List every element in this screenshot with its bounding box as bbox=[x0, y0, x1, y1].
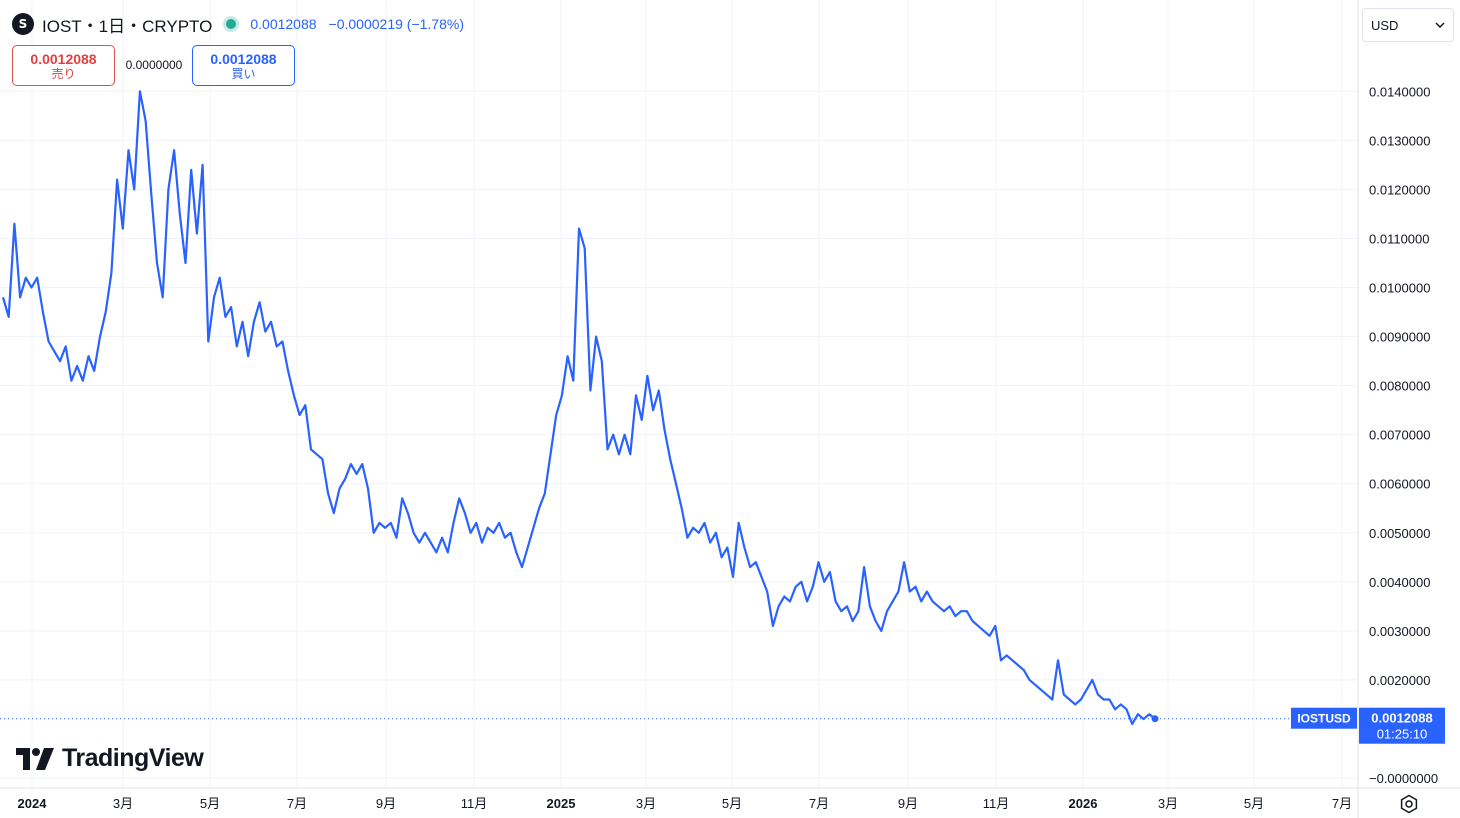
last-price-marker bbox=[1151, 715, 1159, 723]
symbol-title[interactable]: IOST・1日・CRYPTO bbox=[42, 16, 213, 36]
y-tick-label: 0.0060000 bbox=[1369, 477, 1430, 492]
y-tick-label: 0.0130000 bbox=[1369, 133, 1430, 148]
x-tick-label: 2024 bbox=[18, 796, 48, 811]
y-tick-label: 0.0030000 bbox=[1369, 624, 1430, 639]
y-tick-label: 0.0080000 bbox=[1369, 379, 1430, 394]
time-axis[interactable]: 2024 3月 5月 7月 9月 11月 2025 3月 5月 7月 9月 11月 2026 3月 5月 7月 bbox=[0, 787, 1460, 811]
tradingview-wordmark: TradingView bbox=[62, 744, 204, 772]
x-tick-label: 7月 bbox=[809, 796, 829, 811]
y-tick-label: 0.0140000 bbox=[1369, 84, 1430, 99]
sell-price: 0.0012088 bbox=[30, 50, 97, 67]
x-tick-label: 11月 bbox=[461, 796, 488, 811]
gear-icon[interactable] bbox=[1398, 793, 1420, 815]
x-tick-label: 11月 bbox=[983, 796, 1010, 811]
y-tick-label: 0.0070000 bbox=[1369, 428, 1430, 443]
symbol-tag-label: IOSTUSD bbox=[1297, 712, 1351, 726]
x-tick-label: 2026 bbox=[1069, 796, 1098, 811]
y-tick-label: −0.0000000 bbox=[1369, 771, 1438, 786]
x-tick-label: 5月 bbox=[722, 796, 742, 811]
y-tick-label: 0.0120000 bbox=[1369, 182, 1430, 197]
price-tag-value: 0.0012088 bbox=[1371, 711, 1432, 726]
price-axis[interactable]: 0.0140000 0.0130000 0.0120000 0.0110000 0.01… bbox=[1357, 0, 1438, 818]
y-tick-label: 0.0020000 bbox=[1369, 673, 1430, 688]
price-tag-countdown: 01:25:10 bbox=[1377, 727, 1428, 742]
tradingview-logo[interactable]: TradingView bbox=[16, 744, 204, 773]
x-tick-label: 5月 bbox=[200, 796, 220, 811]
y-tick-label: 0.0100000 bbox=[1369, 281, 1430, 296]
header-price-change: −0.0000219 (−1.78%) bbox=[328, 16, 464, 32]
x-tick-label: 2025 bbox=[547, 796, 576, 811]
y-tick-label: 0.0090000 bbox=[1369, 330, 1430, 345]
buy-label: 買い bbox=[231, 66, 256, 81]
x-tick-label: 9月 bbox=[376, 796, 396, 811]
chevron-down-icon bbox=[1435, 19, 1445, 31]
x-tick-label: 5月 bbox=[1244, 796, 1264, 811]
y-tick-label: 0.0050000 bbox=[1369, 526, 1430, 541]
x-tick-label: 9月 bbox=[898, 796, 918, 811]
header-last-price: 0.0012088 bbox=[250, 16, 317, 32]
y-tick-label: 0.0110000 bbox=[1369, 231, 1430, 246]
y-tick-label: 0.0040000 bbox=[1369, 575, 1430, 590]
buy-button[interactable]: 0.0012088 買い bbox=[192, 45, 295, 86]
x-tick-label: 3月 bbox=[1158, 796, 1178, 811]
market-status-icon[interactable] bbox=[226, 19, 237, 29]
sell-button[interactable]: 0.0012088 売り bbox=[12, 45, 115, 86]
price-tag-bg bbox=[1359, 707, 1445, 744]
x-tick-label: 7月 bbox=[1332, 796, 1352, 811]
currency-select[interactable]: USD bbox=[1362, 8, 1454, 42]
x-tick-label: 3月 bbox=[113, 796, 133, 811]
iost-logo-icon: S bbox=[12, 13, 34, 35]
x-tick-label: 3月 bbox=[636, 796, 656, 811]
buy-price: 0.0012088 bbox=[210, 50, 277, 67]
tradingview-mark-icon bbox=[16, 747, 54, 770]
symbol-tag-bg bbox=[1291, 707, 1357, 729]
sell-label: 売り bbox=[51, 66, 76, 81]
chart-grid bbox=[0, 0, 1358, 788]
currency-value: USD bbox=[1371, 17, 1399, 33]
spread-value: 0.0000000 bbox=[125, 58, 183, 72]
x-tick-label: 7月 bbox=[287, 796, 307, 811]
price-line-layer bbox=[0, 90, 1358, 726]
price-line[interactable] bbox=[1, 90, 1156, 726]
symbol-header: S IOST・1日・CRYPTO 0.0012088 −0.0000219 (−… bbox=[12, 12, 464, 36]
